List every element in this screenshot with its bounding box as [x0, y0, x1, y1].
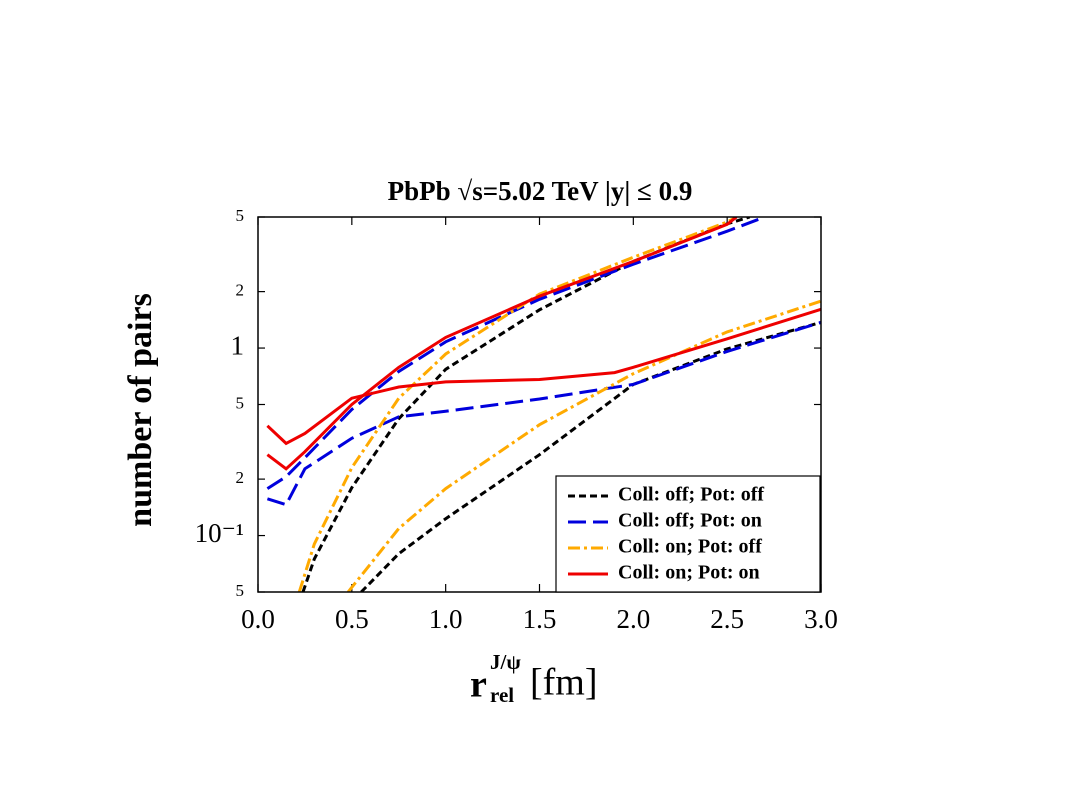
series-line [297, 217, 738, 592]
legend-label: Coll: off; Pot: on [618, 510, 762, 532]
x-tick-label: 2.5 [710, 604, 744, 634]
x-axis-label-unit: [fm] [530, 662, 598, 704]
y-tick-label: 10⁻¹ [195, 518, 244, 548]
x-tick-label: 0.0 [241, 604, 275, 634]
series-line [346, 299, 821, 592]
y-tick-label: 2 [236, 468, 245, 487]
y-tick-label: 2 [236, 281, 245, 300]
x-axis-label: r [470, 664, 487, 706]
y-tick-label: 5 [236, 206, 245, 225]
legend-label: Coll: on; Pot: on [618, 562, 760, 584]
y-tick-label: 5 [236, 581, 245, 600]
series-line [266, 320, 821, 507]
x-tick-label: 0.5 [335, 604, 369, 634]
chart-title: PbPb √s=5.02 TeV |y| ≤ 0.9 [388, 176, 693, 206]
x-tick-label: 1.5 [523, 604, 557, 634]
series-line [360, 320, 821, 592]
legend-label: Coll: off; Pot: off [618, 484, 764, 506]
series-line [266, 307, 821, 446]
plot-lines [266, 217, 821, 592]
x-tick-label: 1.0 [429, 604, 463, 634]
x-tick-label: 2.0 [616, 604, 650, 634]
plot-frame [257, 216, 822, 593]
y-tick-label: 1 [231, 330, 245, 360]
x-axis-label-sub: rel [490, 683, 514, 707]
x-tick-label: 3.0 [804, 604, 838, 634]
y-axis-label: number of pairs [122, 293, 159, 527]
x-axis-label-sup: J/ψ [490, 650, 521, 674]
series-line [266, 217, 766, 490]
y-tick-label: 5 [236, 393, 245, 412]
series-line [266, 217, 738, 471]
legend-label: Coll: on; Pot: off [618, 536, 762, 558]
